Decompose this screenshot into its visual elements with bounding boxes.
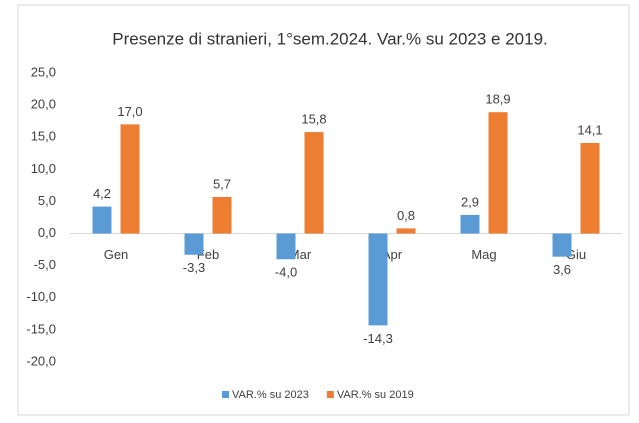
bar <box>184 233 204 255</box>
x-tick-label: Gen <box>104 247 129 262</box>
bar <box>580 143 600 234</box>
y-tick-label: 25,0 <box>31 64 56 79</box>
bar <box>276 233 296 260</box>
data-label: -14,3 <box>363 331 393 346</box>
data-label: 0,8 <box>397 208 415 223</box>
chart-title: Presenze di stranieri, 1°sem.2024. Var.%… <box>112 29 548 48</box>
y-tick-label: 15,0 <box>31 129 56 144</box>
y-tick-label: 0,0 <box>38 225 56 240</box>
y-tick-label: -5,0 <box>34 257 56 272</box>
bar <box>460 214 480 234</box>
bar <box>212 196 232 234</box>
bar <box>92 206 112 234</box>
data-label: 17,0 <box>117 104 142 119</box>
bar <box>488 112 508 234</box>
bar <box>368 233 388 326</box>
data-label: 18,9 <box>485 92 510 107</box>
data-label: 15,8 <box>301 112 326 127</box>
legend-label: VAR.% su 2023 <box>232 389 309 401</box>
y-tick-label: -10,0 <box>26 289 56 304</box>
bar <box>396 228 416 234</box>
legend-label: VAR.% su 2019 <box>337 389 414 401</box>
data-label: -4,0 <box>275 265 297 280</box>
legend-swatch <box>222 391 229 398</box>
data-label: 5,7 <box>213 176 231 191</box>
y-tick-label: 20,0 <box>31 97 56 112</box>
data-label: 14,1 <box>577 122 602 137</box>
data-label: -3,3 <box>183 260 205 275</box>
data-label: 4,2 <box>93 186 111 201</box>
bar <box>304 132 324 234</box>
bar <box>552 233 572 257</box>
data-label: 3,6 <box>553 262 571 277</box>
y-tick-label: -20,0 <box>26 353 56 368</box>
bar <box>120 124 140 234</box>
y-tick-label: 5,0 <box>38 193 56 208</box>
legend-swatch <box>326 391 334 398</box>
y-tick-label: 10,0 <box>31 161 56 176</box>
x-tick-label: Mag <box>471 247 496 262</box>
data-label: 2,9 <box>461 194 479 209</box>
y-tick-label: -15,0 <box>26 321 56 336</box>
